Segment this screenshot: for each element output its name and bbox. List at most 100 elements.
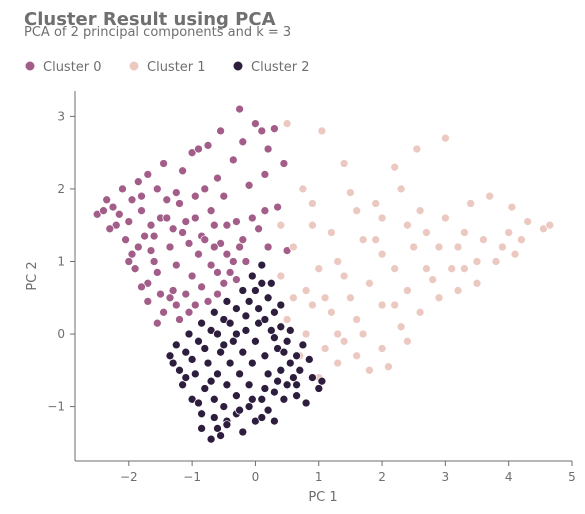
point-c0-64 (200, 235, 210, 245)
point-c1-28 (384, 362, 393, 372)
point-c1-2 (441, 133, 450, 143)
y-tick-label-0: −1 (47, 400, 65, 414)
legend-label-2: Cluster 2 (251, 60, 310, 75)
point-c1-9 (466, 199, 476, 208)
point-c1-27 (365, 365, 374, 375)
point-c0-23 (203, 141, 213, 150)
point-c2-99 (314, 384, 324, 393)
point-c2-5 (257, 394, 267, 404)
point-c2-70 (279, 394, 289, 404)
point-c0-22 (200, 184, 210, 194)
point-c2-42 (213, 369, 222, 379)
point-c2-97 (292, 380, 301, 390)
point-c2-68 (213, 329, 222, 339)
point-c1-14 (545, 220, 555, 230)
point-c0-1 (102, 195, 112, 205)
point-c2-85 (257, 413, 267, 422)
point-c1-3 (412, 144, 422, 154)
point-c2-96 (279, 347, 289, 357)
point-c2-39 (203, 358, 213, 368)
point-c0-6 (133, 177, 143, 187)
point-c0-61 (152, 268, 162, 277)
point-c0-92 (219, 278, 229, 288)
point-c0-73 (197, 282, 206, 292)
point-c0-97 (137, 282, 146, 292)
legend-marker-1 (129, 61, 139, 71)
x-tick-label-0: −2 (120, 470, 138, 484)
point-c0-15 (171, 188, 181, 197)
point-c0-46 (149, 257, 159, 266)
point-c2-1 (213, 424, 222, 433)
point-c0-77 (127, 249, 137, 259)
point-c1-21 (377, 300, 387, 310)
point-c2-13 (270, 307, 279, 317)
point-c0-87 (209, 242, 219, 252)
point-c0-12 (159, 159, 168, 168)
point-c1-19 (428, 275, 438, 284)
point-c1-18 (447, 264, 457, 274)
point-c2-44 (238, 347, 248, 357)
point-c0-57 (121, 235, 130, 245)
point-c2-92 (260, 315, 270, 324)
point-c2-31 (260, 351, 270, 361)
point-c2-14 (263, 293, 273, 303)
point-c2-0 (206, 434, 216, 444)
point-c2-19 (219, 315, 229, 324)
point-c1-15 (517, 235, 526, 245)
point-c2-76 (273, 376, 282, 386)
point-c2-84 (270, 416, 279, 426)
point-c0-28 (228, 155, 238, 165)
point-c2-74 (298, 340, 308, 350)
y-axis-ticks: −1 0 1 2 3 (47, 109, 75, 414)
point-c2-34 (266, 326, 276, 335)
point-c1-12 (523, 217, 533, 226)
point-c2-66 (187, 355, 197, 364)
point-c1-44 (314, 264, 324, 274)
point-c0-91 (203, 297, 213, 306)
point-c1-79 (453, 242, 463, 252)
point-c0-32 (241, 257, 251, 266)
point-c2-61 (209, 307, 219, 317)
point-c0-16 (178, 166, 187, 176)
point-c1-69 (460, 264, 469, 274)
point-c2-62 (197, 318, 206, 328)
point-c2-56 (266, 278, 276, 288)
point-c0-29 (232, 217, 241, 226)
point-c2-69 (225, 318, 235, 328)
point-c0-52 (175, 315, 184, 324)
point-c2-60 (222, 297, 232, 306)
point-c0-88 (235, 242, 244, 252)
scatter-points (92, 104, 555, 444)
point-c0-31 (238, 137, 248, 147)
point-c2-55 (276, 300, 286, 310)
point-c0-79 (206, 206, 216, 216)
point-c1-37 (377, 249, 387, 259)
point-c1-33 (472, 278, 482, 288)
point-c2-75 (285, 326, 295, 335)
point-c0-5 (127, 195, 137, 205)
point-c2-4 (244, 402, 254, 411)
point-c0-70 (146, 246, 156, 255)
point-c0-84 (114, 209, 124, 219)
point-c1-55 (327, 307, 336, 317)
point-c2-7 (282, 380, 292, 390)
point-c1-16 (498, 242, 507, 252)
x-tick-label-7: 5 (568, 470, 576, 484)
point-c0-82 (194, 249, 203, 259)
point-c2-24 (178, 380, 187, 390)
point-c1-64 (371, 235, 381, 245)
point-c2-51 (219, 402, 229, 411)
point-c0-49 (206, 260, 216, 270)
x-tick-label-3: 1 (315, 470, 323, 484)
point-c2-16 (251, 286, 260, 295)
chart-title: Cluster Result using PCA (24, 9, 276, 30)
point-c2-49 (244, 380, 254, 390)
point-c2-94 (219, 340, 229, 350)
point-c2-22 (181, 347, 191, 357)
point-c2-71 (292, 391, 301, 401)
point-c1-7 (346, 188, 355, 197)
point-c0-74 (222, 220, 232, 230)
point-c0-20 (194, 144, 203, 154)
point-c1-52 (352, 206, 362, 216)
point-c0-44 (213, 173, 222, 183)
